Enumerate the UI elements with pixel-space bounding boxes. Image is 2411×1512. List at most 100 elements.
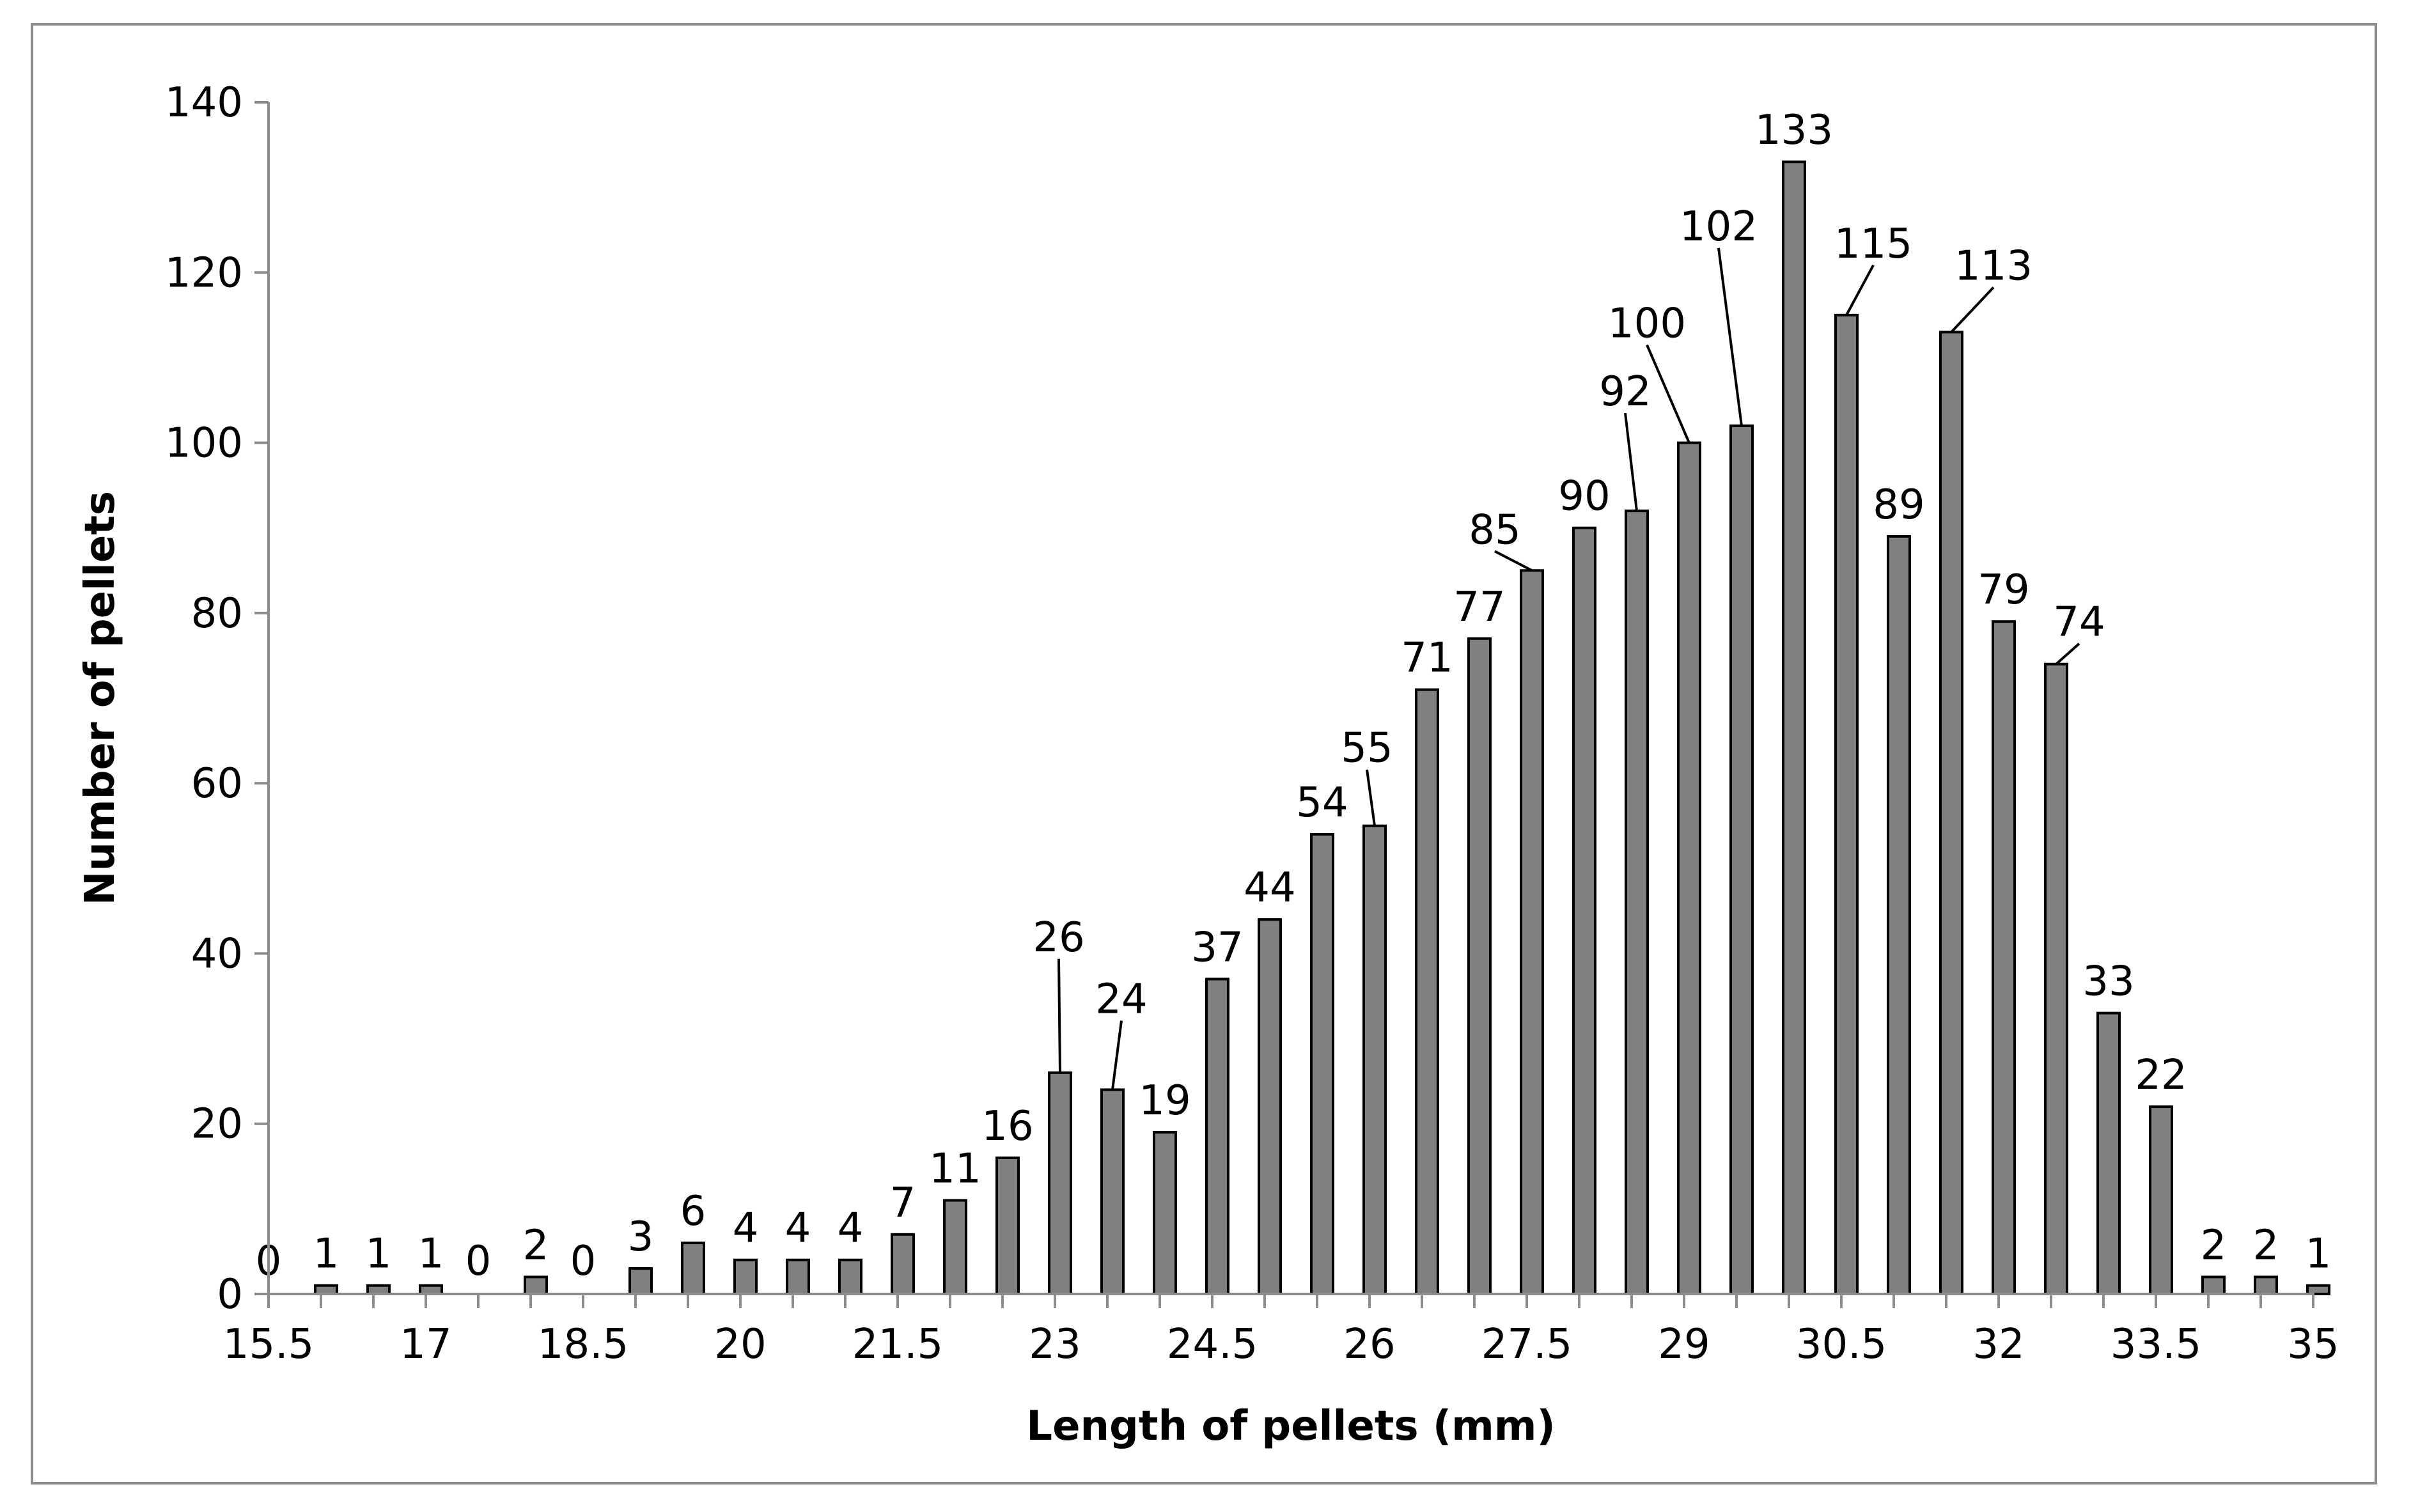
data-label: 4 [733, 1205, 759, 1252]
bar [1258, 918, 1282, 1295]
leader-line [1494, 550, 1533, 572]
x-tick-label: 18.5 [538, 1321, 629, 1368]
bar [838, 1258, 862, 1295]
bar [1992, 620, 2016, 1296]
data-label: 2 [523, 1222, 549, 1269]
bar [1362, 824, 1387, 1295]
data-label: 33 [2082, 958, 2134, 1006]
bar [1520, 569, 1544, 1295]
data-label: 85 [1469, 506, 1520, 554]
leader-line [1646, 344, 1690, 444]
data-label: 3 [628, 1213, 654, 1261]
bar [2306, 1284, 2330, 1295]
leader-line [1845, 264, 1875, 316]
y-tick-label: 80 [191, 590, 243, 637]
bar [2201, 1275, 2226, 1296]
chart-frame: 0 20 40 60 80 100 120 140 15.5 17 18.5 20 21.5 23 24.… [31, 23, 2377, 1485]
data-label: 1 [313, 1231, 339, 1278]
data-label: 0 [570, 1238, 597, 1285]
y-tick-label: 20 [191, 1101, 243, 1148]
bar [681, 1242, 705, 1295]
y-axis-title: Number of pellets [77, 491, 124, 905]
data-label: 4 [785, 1205, 811, 1252]
bar [2254, 1275, 2278, 1296]
leader-line [2055, 643, 2080, 666]
x-tick-label: 21.5 [852, 1321, 944, 1368]
data-labels: 0 1 1 1 0 2 036 4 4 47111626241937445455717785909… [256, 107, 2332, 1285]
bar [1153, 1131, 1177, 1295]
bar [1834, 313, 1859, 1295]
data-label: 54 [1296, 779, 1348, 827]
data-label: 133 [1755, 107, 1833, 154]
data-label: 55 [1341, 725, 1393, 772]
data-label: 26 [1033, 914, 1084, 962]
data-label: 102 [1680, 203, 1758, 251]
bar [2044, 662, 2068, 1295]
x-tick-label: 24.5 [1167, 1321, 1258, 1368]
data-label: 90 [1558, 473, 1610, 520]
x-tick-label: 29 [1658, 1321, 1710, 1368]
x-tick-label: 17 [400, 1321, 451, 1368]
leader-line [1624, 412, 1638, 511]
leader-line [1366, 769, 1376, 826]
data-label: 0 [465, 1238, 492, 1285]
bar [891, 1233, 915, 1296]
data-label: 1 [418, 1231, 444, 1278]
x-tick-label: 15.5 [223, 1321, 315, 1368]
bar [2149, 1105, 2173, 1295]
x-tick-label: 32 [1972, 1321, 2024, 1368]
bar [1205, 978, 1229, 1296]
x-tick-label: 20 [714, 1321, 766, 1368]
x-axis-title: Length of pellets (mm) [1026, 1403, 1555, 1450]
data-label: 2 [2201, 1222, 2227, 1269]
data-label: 74 [2053, 599, 2105, 646]
data-label: 1 [366, 1231, 392, 1278]
bar [628, 1267, 653, 1295]
x-tick-label: 35 [2287, 1321, 2339, 1368]
bar [1887, 535, 1911, 1295]
y-tick-label: 60 [191, 760, 243, 807]
leader-line [1717, 247, 1743, 426]
bar [943, 1199, 967, 1295]
bar [1729, 424, 1754, 1295]
bar [1100, 1088, 1125, 1295]
data-label: 77 [1453, 584, 1505, 631]
data-label: 22 [2135, 1052, 2187, 1099]
data-label: 100 [1608, 300, 1686, 348]
x-axis-ticks: 15.5 17 18.5 20 21.5 23 24.5 26 27.5 29 30.5 32 33.5… [223, 1294, 2339, 1368]
bar [1572, 526, 1596, 1296]
data-label: 115 [1834, 221, 1912, 268]
data-label: 37 [1191, 924, 1243, 971]
x-tick-label: 30.5 [1796, 1321, 1887, 1368]
y-tick-label: 40 [191, 930, 243, 978]
y-tick-label: 120 [165, 249, 243, 297]
data-label: 19 [1139, 1077, 1190, 1125]
x-tick-label: 33.5 [2111, 1321, 2202, 1368]
x-tick-label: 27.5 [1481, 1321, 1573, 1368]
bar [786, 1258, 810, 1295]
data-label: 1 [2306, 1231, 2332, 1278]
y-tick-label: 140 [165, 79, 243, 127]
bar [733, 1258, 758, 1295]
x-tick-label: 23 [1029, 1321, 1081, 1368]
data-label: 4 [838, 1205, 864, 1252]
bar [1467, 637, 1492, 1295]
bar [1310, 833, 1334, 1295]
leader-line [1057, 958, 1061, 1073]
bar [1677, 441, 1701, 1295]
y-tick-label: 0 [217, 1271, 243, 1318]
data-label: 89 [1873, 481, 1924, 529]
data-label: 11 [929, 1146, 981, 1193]
bars [314, 160, 2330, 1296]
bar [1048, 1071, 1072, 1296]
x-tick-label: 26 [1343, 1321, 1395, 1368]
bar [1415, 688, 1439, 1295]
data-label: 16 [981, 1103, 1033, 1150]
bar [524, 1275, 548, 1296]
bar [1782, 160, 1806, 1296]
data-label: 7 [890, 1180, 916, 1227]
bar [1939, 331, 1963, 1295]
label-leader-lines [1057, 247, 2080, 1090]
leader-line [1950, 286, 1995, 333]
